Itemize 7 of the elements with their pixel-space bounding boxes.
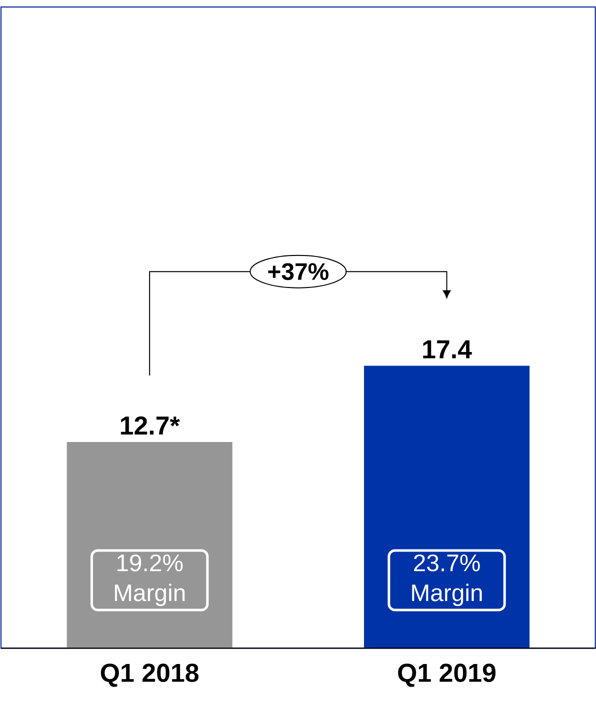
annotation: 19.2% Margin (114, 554, 184, 606)
data-label: 12.7* (120, 416, 180, 435)
annotation: 23.7% Margin (412, 554, 482, 606)
x-tick-label: Q1 2018 (100, 664, 198, 687)
annotation: +37% (268, 263, 328, 280)
data-label: 17.4 (422, 340, 472, 358)
x-tick-label: Q1 2019 (398, 664, 496, 687)
